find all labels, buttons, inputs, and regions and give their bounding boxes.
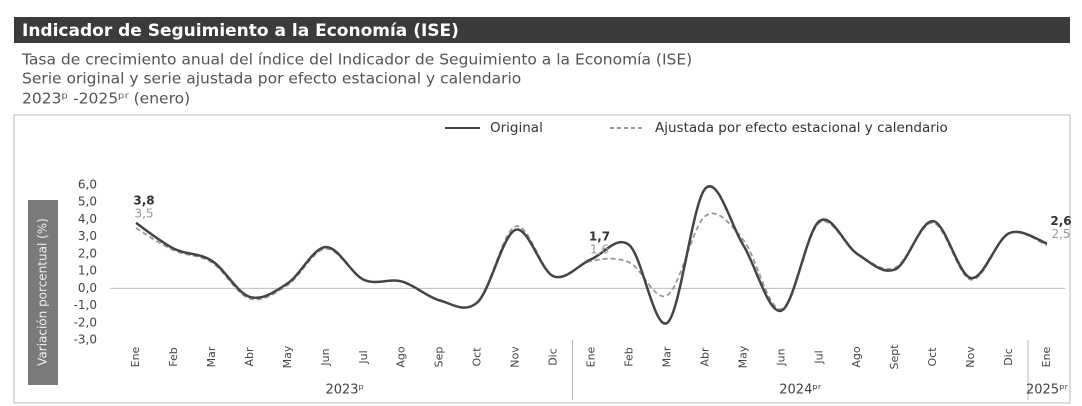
x-tick-label: Abr [698, 347, 711, 367]
x-tick-label: May [281, 345, 294, 368]
x-tick-label: Ene [129, 346, 142, 367]
x-tick-label: Sep [433, 347, 446, 368]
y-tick-label: 4,0 [78, 212, 97, 226]
x-tick-label: Nov [509, 346, 522, 368]
x-tick-label: Oct [926, 347, 939, 367]
subtitle: Serie original y serie ajustada por efec… [22, 70, 521, 88]
header-bar [14, 17, 1070, 43]
series-line [135, 212, 1048, 310]
data-label: 2,5 [1051, 227, 1070, 241]
chart-title: Indicador de Seguimiento a la Economía (… [22, 21, 459, 41]
y-tick-label: 1,0 [78, 264, 97, 278]
x-tick-label: Jun [774, 348, 787, 366]
x-tick-label: May [736, 345, 749, 368]
x-tick-label: Ene [1040, 346, 1053, 367]
data-label: 3,5 [134, 206, 153, 220]
y-tick-label: 5,0 [78, 195, 97, 209]
year-label: 2025ᵖʳ [1026, 383, 1069, 398]
y-axis-label: Variación porcentual (%) [36, 218, 50, 366]
x-tick-label: Ene [585, 346, 598, 367]
year-label: 2024ᵖʳ [779, 383, 822, 398]
chart-frame [13, 114, 1071, 404]
x-tick-label: Sept [888, 344, 901, 370]
y-tick-label: 0,0 [78, 281, 97, 295]
x-tick-label: Ago [395, 346, 408, 368]
year-label: 2023ᵖ [325, 383, 364, 398]
x-tick-label: Dic [1002, 348, 1015, 366]
x-tick-label: Mar [205, 346, 218, 367]
data-label: 1,6 [590, 243, 609, 257]
data-label: 1,7 [589, 230, 610, 244]
x-tick-label: Oct [471, 347, 484, 367]
x-tick-label: Nov [964, 346, 977, 368]
data-label: 3,8 [133, 193, 154, 207]
series-line [135, 185, 1048, 325]
legend-label: Original [490, 120, 543, 136]
y-tick-label: -1,0 [74, 298, 97, 312]
x-tick-label: Jul [812, 350, 825, 364]
y-tick-label: 2,0 [78, 246, 97, 260]
legend-label: Ajustada por efecto estacional y calenda… [655, 120, 948, 136]
x-tick-label: Jul [357, 350, 370, 364]
data-label: 2,6 [1050, 214, 1071, 228]
x-tick-label: Ago [850, 346, 863, 368]
x-tick-label: Feb [167, 347, 180, 366]
x-tick-label: Mar [660, 346, 673, 367]
x-tick-label: Jun [319, 348, 332, 366]
x-tick-label: Feb [622, 347, 635, 366]
subtitle: Tasa de crecimiento anual del índice del… [21, 51, 692, 69]
y-tick-label: -3,0 [74, 333, 97, 347]
y-label-box [28, 200, 58, 385]
subtitle: 2023ᵖ -2025ᵖʳ (enero) [22, 90, 190, 108]
x-tick-label: Dic [547, 348, 560, 366]
x-tick-label: Abr [243, 347, 256, 367]
y-tick-label: -2,0 [74, 315, 97, 329]
y-tick-label: 3,0 [78, 229, 97, 243]
y-tick-label: 6,0 [78, 178, 97, 192]
